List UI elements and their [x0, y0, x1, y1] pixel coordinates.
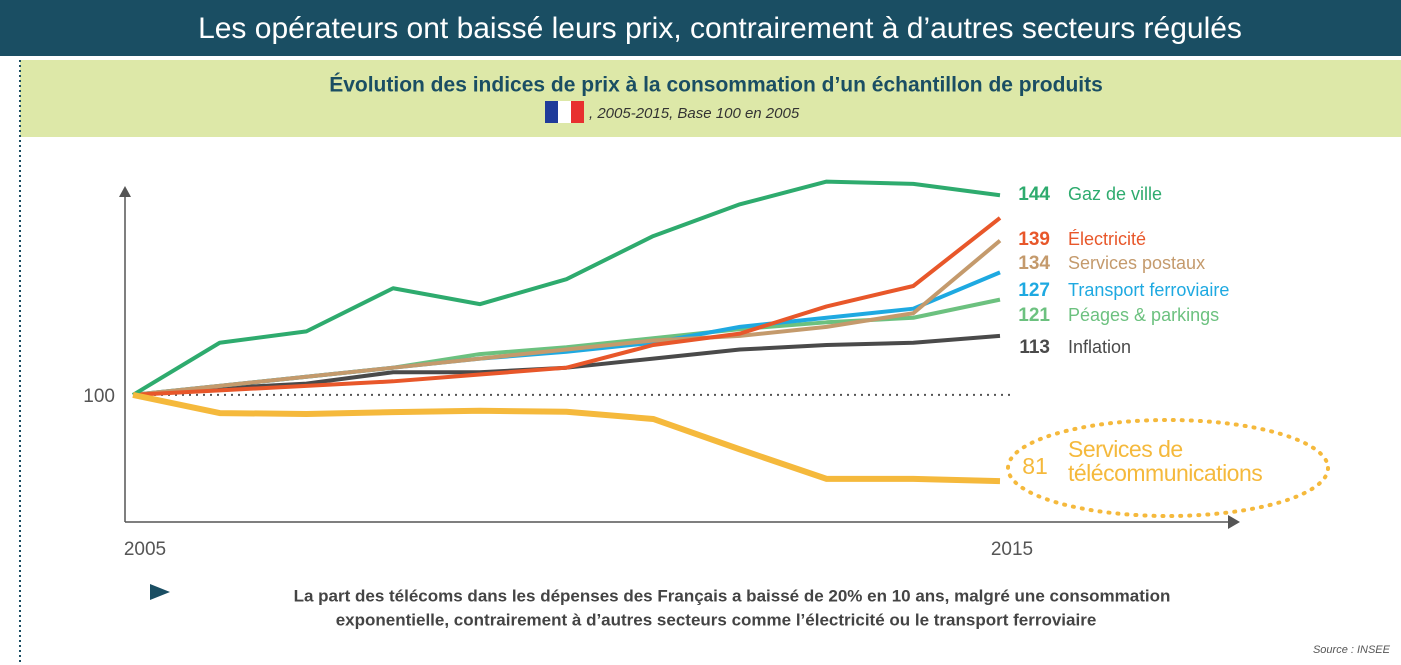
- subtitle: Évolution des indices de prix à la conso…: [329, 74, 1103, 97]
- series-line: [132, 216, 1002, 397]
- subtitle-band: [20, 60, 1401, 137]
- flag: [545, 101, 584, 123]
- series-line: [132, 333, 1001, 397]
- series-line: [132, 239, 1002, 397]
- legend-label: Transport ferroviaire: [1068, 280, 1229, 300]
- end-value-label: 121: [1018, 305, 1050, 326]
- series-line: [131, 179, 1001, 397]
- y-arrow: [119, 186, 131, 197]
- chart-title: Les opérateurs ont baissé leurs prix, co…: [198, 12, 1242, 45]
- subtitle-detail: , 2005-2015, Base 100 en 2005: [589, 105, 800, 122]
- note-line: exponentielle, contrairement à d’autres …: [336, 610, 1097, 629]
- note-marker: [150, 584, 170, 600]
- end-value-label: 144: [1018, 184, 1050, 205]
- x-tick-label: 2005: [124, 539, 166, 560]
- legend-label: Électricité: [1068, 229, 1146, 249]
- y-tick-label: 100: [83, 386, 115, 407]
- x-tick-label: 2015: [991, 539, 1033, 560]
- end-value-label: 127: [1018, 280, 1050, 301]
- end-value-label: 81: [1022, 453, 1048, 479]
- x-arrow: [1228, 515, 1240, 529]
- legend-label: Gaz de ville: [1068, 184, 1162, 204]
- end-value-label: 139: [1018, 229, 1050, 250]
- note-line: La part des télécoms dans les dépenses d…: [294, 586, 1171, 605]
- highlight-ellipse: [1006, 418, 1330, 518]
- end-value-label: 134: [1018, 253, 1050, 274]
- header-bar: [0, 0, 1401, 56]
- legend-label: Services postaux: [1068, 253, 1205, 273]
- source: Source : INSEE: [1313, 644, 1391, 656]
- series-line: [132, 270, 1001, 397]
- legend-label: Péages & parkings: [1068, 305, 1219, 325]
- telecom-label: Services de télécommunications: [1068, 436, 1263, 486]
- series-line: [132, 391, 1001, 485]
- end-value-label: 113: [1019, 337, 1050, 358]
- legend-label: Inflation: [1068, 337, 1131, 357]
